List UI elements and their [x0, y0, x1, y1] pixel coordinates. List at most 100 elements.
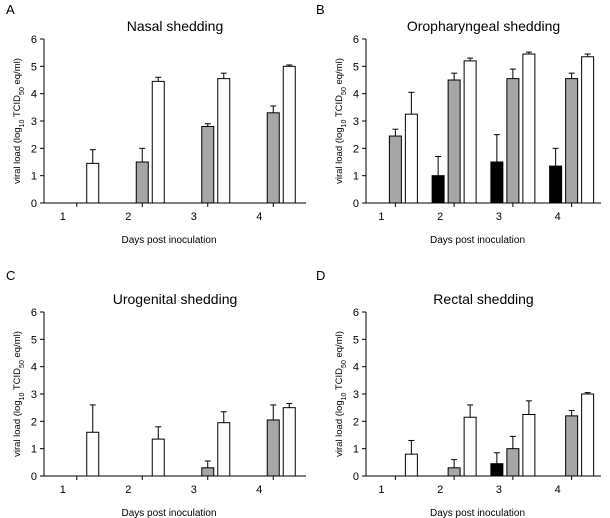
x-axis-label: Days post inoculation — [430, 508, 525, 518]
y-tick-label: 4 — [31, 362, 37, 374]
y-tick-label: 0 — [353, 198, 359, 210]
bar-gray-day-1 — [388, 135, 402, 204]
x-axis-label: Days post inoculation — [430, 235, 525, 246]
y-tick-label: 0 — [31, 471, 37, 483]
bar-white-day-2 — [151, 80, 165, 204]
x-tick-label: 4 — [256, 211, 262, 223]
x-tick-label: 4 — [555, 484, 561, 496]
bar-gray-day-4 — [565, 415, 579, 477]
y-tick-label: 3 — [353, 116, 359, 128]
x-axis-label: Days post inoculation — [121, 235, 216, 246]
panel-b: B Oropharyngeal shedding 0 1 2 3 4 5 6 1 2 3 4 Days p… — [316, 2, 601, 246]
bar-white-day-4 — [581, 56, 595, 204]
x-axis-label: Days post inoculation — [121, 508, 216, 518]
x-tick-label: 3 — [496, 484, 502, 496]
chart-title: Urogenital shedding — [113, 291, 238, 307]
x-tick-label: 4 — [256, 484, 262, 496]
bar-black-day-3 — [490, 463, 504, 477]
y-label-subscript: 50 — [19, 87, 26, 95]
x-tick-label: 2 — [125, 484, 131, 496]
x-tick-label: 3 — [191, 484, 197, 496]
panel-a: A Nasal shedding 0 1 2 3 4 5 6 1 2 3 4 Days post inoc… — [6, 2, 306, 246]
panel-letter: B — [316, 2, 325, 17]
y-label-part: eq/ml) — [334, 58, 345, 87]
bar-gray-day-4 — [266, 112, 280, 204]
y-label-subscript: 50 — [19, 360, 26, 368]
bar-white-day-3 — [522, 53, 536, 204]
y-label-part: TCID — [12, 368, 23, 393]
chart-title: Nasal shedding — [127, 18, 224, 34]
bar-white-day-1 — [86, 162, 100, 204]
bar-white-day-1 — [404, 453, 418, 477]
y-tick-label: 6 — [31, 307, 37, 319]
y-tick-label: 3 — [31, 389, 37, 401]
bar-gray-day-4 — [565, 78, 579, 204]
y-label-part: viral load (log — [334, 400, 345, 457]
bar-white-day-3 — [217, 422, 231, 477]
y-tick-label: 6 — [31, 34, 37, 46]
panel-letter: C — [6, 268, 15, 283]
bar-gray-day-2 — [135, 161, 149, 204]
y-label-part: eq/ml) — [12, 58, 23, 87]
bar-white-day-2 — [463, 60, 477, 204]
bar-gray-day-3 — [506, 448, 520, 477]
y-tick-label: 5 — [31, 334, 37, 346]
panel-c: C Urogenital shedding 0 1 2 3 4 5 6 1 2 3 4 Days post… — [6, 268, 306, 518]
y-label-part: eq/ml) — [334, 331, 345, 360]
y-axis-label: viral load (log10 TCID50 eq/ml) — [12, 331, 26, 457]
y-tick-label: 3 — [353, 389, 359, 401]
y-tick-label: 2 — [31, 143, 37, 155]
bar-gray-day-2 — [447, 467, 461, 477]
y-axis-label: viral load (log10 TCID50 eq/ml) — [334, 331, 348, 457]
y-label-part: TCID — [12, 95, 23, 120]
y-tick-label: 3 — [31, 116, 37, 128]
panel-letter: D — [316, 268, 325, 283]
bar-white-day-2 — [463, 416, 477, 477]
bar-white-day-3 — [522, 414, 536, 477]
panel-letter: A — [6, 2, 15, 17]
bar-gray-day-3 — [201, 467, 215, 477]
x-tick-label: 3 — [496, 211, 502, 223]
bar-black-day-3 — [490, 161, 504, 204]
bar-white-day-1 — [86, 431, 100, 477]
y-tick-label: 4 — [353, 89, 359, 101]
y-tick-label: 2 — [353, 416, 359, 428]
y-label-part: viral load (log — [12, 127, 23, 184]
y-tick-label: 6 — [353, 34, 359, 46]
y-tick-label: 1 — [353, 444, 359, 456]
x-tick-label: 1 — [378, 484, 384, 496]
bar-white-day-4 — [581, 393, 595, 477]
x-tick-label: 2 — [437, 211, 443, 223]
x-tick-label: 1 — [60, 484, 66, 496]
bar-black-day-2 — [431, 175, 445, 204]
x-tick-label: 3 — [191, 211, 197, 223]
y-label-subscript: 10 — [19, 119, 26, 127]
bar-white-day-2 — [151, 438, 165, 477]
y-axis-label: viral load (log10 TCID50 eq/ml) — [334, 58, 348, 184]
y-label-subscript: 10 — [341, 392, 348, 400]
y-tick-label: 1 — [31, 171, 37, 183]
bar-gray-day-3 — [506, 78, 520, 204]
y-tick-label: 0 — [353, 471, 359, 483]
y-tick-label: 1 — [31, 444, 37, 456]
y-label-part: TCID — [334, 368, 345, 393]
y-tick-label: 4 — [353, 362, 359, 374]
bar-white-day-3 — [217, 78, 231, 204]
bar-white-day-4 — [282, 65, 296, 204]
y-label-part: TCID — [334, 95, 345, 120]
y-label-subscript: 10 — [19, 392, 26, 400]
y-tick-label: 5 — [353, 334, 359, 346]
y-tick-label: 5 — [353, 61, 359, 73]
x-tick-label: 2 — [125, 211, 131, 223]
y-label-subscript: 50 — [341, 360, 348, 368]
y-tick-label: 2 — [31, 416, 37, 428]
y-tick-label: 1 — [353, 171, 359, 183]
y-label-part: eq/ml) — [12, 331, 23, 360]
bar-gray-day-4 — [266, 419, 280, 477]
y-label-subscript: 50 — [341, 87, 348, 95]
y-tick-label: 0 — [31, 198, 37, 210]
panel-d: D Rectal shedding 0 1 2 3 4 5 6 1 2 3 4 Days post ino… — [316, 268, 601, 518]
y-tick-label: 2 — [353, 143, 359, 155]
x-tick-label: 4 — [555, 211, 561, 223]
